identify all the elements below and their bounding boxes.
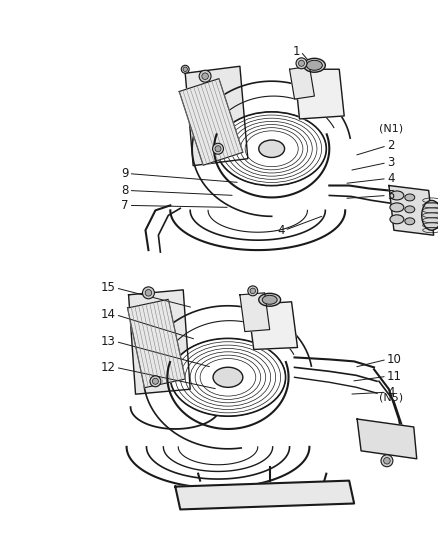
Text: 9: 9 (121, 167, 128, 180)
Text: 7: 7 (121, 199, 128, 212)
Text: 4: 4 (276, 224, 284, 237)
Ellipse shape (389, 191, 403, 200)
Circle shape (383, 457, 389, 464)
Text: 8: 8 (121, 184, 128, 197)
Polygon shape (294, 69, 343, 119)
Circle shape (150, 376, 160, 387)
Circle shape (380, 455, 392, 467)
Text: 11: 11 (386, 370, 401, 383)
Text: (N1): (N1) (378, 124, 402, 134)
Polygon shape (175, 481, 353, 510)
Circle shape (181, 65, 189, 73)
Circle shape (247, 286, 257, 296)
Text: 13: 13 (101, 335, 115, 348)
Ellipse shape (216, 112, 325, 185)
Ellipse shape (212, 367, 242, 387)
Ellipse shape (306, 60, 321, 70)
Circle shape (250, 288, 255, 294)
Polygon shape (356, 419, 416, 459)
Ellipse shape (421, 200, 438, 230)
Text: 4: 4 (386, 386, 393, 399)
Polygon shape (185, 66, 247, 166)
Circle shape (145, 289, 152, 296)
Text: 2: 2 (386, 139, 393, 152)
Text: (N5): (N5) (378, 392, 402, 402)
Circle shape (199, 70, 211, 82)
Circle shape (295, 58, 306, 69)
Circle shape (152, 378, 158, 384)
Ellipse shape (258, 293, 280, 306)
Circle shape (298, 60, 304, 66)
Text: 12: 12 (100, 361, 115, 374)
Circle shape (183, 67, 187, 71)
Text: 14: 14 (100, 308, 115, 321)
Text: 10: 10 (386, 353, 401, 366)
Circle shape (142, 287, 154, 299)
Polygon shape (289, 66, 314, 99)
Ellipse shape (404, 194, 414, 201)
Polygon shape (179, 78, 242, 165)
Text: 15: 15 (101, 281, 115, 294)
Text: 5: 5 (386, 189, 393, 202)
Circle shape (215, 146, 220, 152)
Polygon shape (247, 302, 297, 350)
Ellipse shape (261, 295, 276, 304)
Circle shape (212, 143, 223, 154)
Ellipse shape (404, 218, 414, 225)
Polygon shape (239, 293, 269, 332)
Text: 1: 1 (292, 45, 300, 58)
Ellipse shape (389, 215, 403, 224)
Polygon shape (388, 185, 433, 235)
Ellipse shape (258, 140, 284, 157)
Circle shape (201, 73, 208, 79)
Text: 3: 3 (386, 156, 393, 169)
Polygon shape (127, 300, 185, 387)
Text: 4: 4 (386, 172, 393, 185)
Ellipse shape (303, 58, 325, 72)
Ellipse shape (389, 203, 403, 212)
Polygon shape (128, 290, 190, 394)
Ellipse shape (170, 338, 285, 416)
Ellipse shape (404, 206, 414, 213)
